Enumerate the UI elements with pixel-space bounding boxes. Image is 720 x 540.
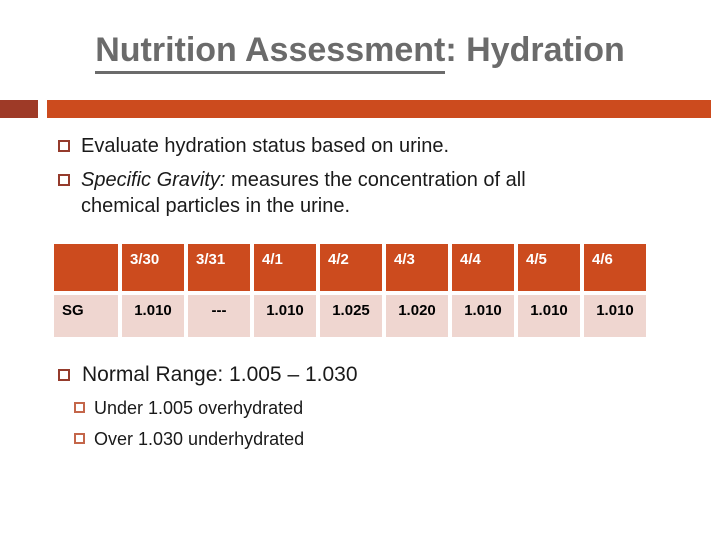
sub-bullet-text: Over 1.030 underhydrated: [94, 429, 305, 449]
bullet-text: Evaluate hydration status based on urine…: [81, 135, 450, 157]
table-header-cell-date: 4/3: [386, 244, 448, 291]
table-row-label: SG: [54, 295, 118, 337]
table-header-cell-date: 4/6: [584, 244, 646, 291]
normal-range-text: Normal Range: 1.005 – 1.030: [82, 363, 358, 386]
bullet-item-evaluate: Evaluate hydration status based on urine…: [56, 133, 616, 159]
slide-title-underlined-part: Nutrition Assessment: [95, 31, 446, 74]
sub-bullet-text: Under 1.005 overhydrated: [94, 398, 304, 418]
table-data-cell: 1.010: [254, 295, 316, 337]
specific-gravity-table: 3/30 3/31 4/1 4/2 4/3 4/4 4/5 4/6 SG 1.0…: [50, 240, 650, 341]
square-bullet-icon: [58, 140, 70, 152]
table-data-cell: 1.010: [122, 295, 184, 337]
table-header-cell-date: 4/4: [452, 244, 514, 291]
table-header-cell-date: 3/31: [188, 244, 250, 291]
square-sub-bullet-icon: [74, 402, 85, 413]
table-data-cell: ---: [188, 295, 250, 337]
table-header-row: 3/30 3/31 4/1 4/2 4/3 4/4 4/5 4/6: [54, 244, 646, 291]
table-data-cell: 1.010: [518, 295, 580, 337]
square-bullet-icon: [58, 174, 70, 186]
normal-range-item: Normal Range: 1.005 – 1.030: [56, 361, 358, 388]
table-header-cell-date: 3/30: [122, 244, 184, 291]
bullet-text: Specific Gravity: measures the concentra…: [81, 167, 581, 219]
table-header-cell-date: 4/5: [518, 244, 580, 291]
normal-range-section: Normal Range: 1.005 – 1.030 Under 1.005 …: [56, 361, 358, 450]
square-sub-bullet-icon: [74, 433, 85, 444]
bullet-list: Evaluate hydration status based on urine…: [56, 133, 616, 227]
table-header-cell-date: 4/1: [254, 244, 316, 291]
specific-gravity-term: Specific Gravity:: [81, 169, 226, 191]
accent-bar-orange: [47, 100, 711, 118]
table-data-cell: 1.010: [584, 295, 646, 337]
square-bullet-icon: [58, 369, 70, 381]
specific-gravity-definition: measures the concentration of all chemic…: [81, 169, 526, 217]
bullet-item-specific-gravity: Specific Gravity: measures the concentra…: [56, 167, 616, 219]
table-data-cell: 1.020: [386, 295, 448, 337]
slide-title: Nutrition Assessment: Hydration: [0, 31, 720, 74]
table-header-cell-blank: [54, 244, 118, 291]
table-data-cell: 1.010: [452, 295, 514, 337]
table-header-cell-date: 4/2: [320, 244, 382, 291]
slide-title-rest-part: : Hydration: [445, 31, 625, 69]
sub-bullet-item-overhydrated: Under 1.005 overhydrated: [74, 397, 358, 419]
accent-bar-dark-square: [0, 100, 38, 118]
sub-bullet-item-underhydrated: Over 1.030 underhydrated: [74, 428, 358, 450]
table-data-cell: 1.025: [320, 295, 382, 337]
table-row-sg: SG 1.010 --- 1.010 1.025 1.020 1.010 1.0…: [54, 295, 646, 337]
